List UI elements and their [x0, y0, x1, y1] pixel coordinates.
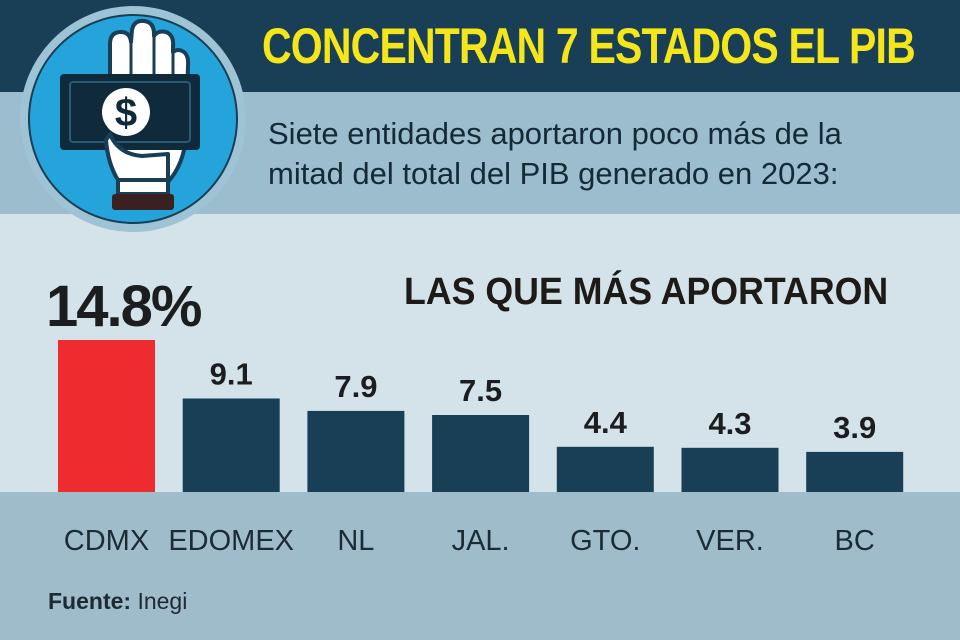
source-value: Inegi	[137, 588, 188, 614]
category-label: JAL.	[452, 525, 510, 557]
bar-nl	[307, 410, 405, 492]
category-label: NL	[337, 525, 374, 557]
bar-cdmx	[58, 340, 155, 492]
value-label: 7.9	[334, 369, 377, 404]
banknote-border	[69, 81, 191, 143]
bar-jal	[432, 415, 530, 492]
dollar-sign-glyph: $	[115, 91, 137, 135]
logo-disc-edge	[28, 14, 238, 224]
page-title: CONCENTRAN 7 ESTADOS EL PIB	[262, 18, 916, 74]
bar-ver	[681, 447, 779, 492]
value-label: 4.4	[584, 405, 628, 440]
wrist-cuff	[112, 194, 174, 210]
category-label: VER.	[696, 525, 764, 557]
value-label: 7.5	[459, 373, 502, 408]
category-label: BC	[835, 525, 875, 557]
value-label-group: 14.8%9.1 7.9 7.5 4.4 4.3 3.9	[46, 274, 876, 445]
category-label: GTO.	[570, 525, 640, 557]
coin-circle	[102, 88, 150, 136]
source-note: Fuente: Inegi	[48, 588, 187, 615]
category-label-group: CDMX EDOMEX NL JAL. GTO. VER. BC	[64, 525, 875, 557]
bar-edomex	[182, 398, 280, 492]
hand-holding-dollar-icon: $	[20, 6, 246, 232]
bar-bc	[806, 451, 904, 492]
bar-series	[58, 340, 904, 492]
section-heading: LAS QUE MÁS APORTARON	[404, 271, 889, 313]
bar-chart: 14.8%9.1 7.9 7.5 4.4 4.3 3.9 CDMX EDOMEX NL JAL.…	[46, 274, 904, 557]
category-label: EDOMEX	[168, 525, 294, 557]
page-subtitle: Siete entidades aportaron poco más de la…	[268, 116, 842, 191]
thumb-shape	[104, 132, 170, 182]
value-label: 9.1	[210, 357, 253, 392]
labels-band	[0, 492, 960, 640]
value-label: 14.8%	[46, 274, 202, 339]
value-label: 4.3	[708, 406, 751, 441]
bar-gto	[556, 446, 654, 492]
source-label: Fuente:	[48, 588, 132, 614]
category-label: CDMX	[64, 525, 149, 557]
value-label: 3.9	[833, 410, 876, 445]
